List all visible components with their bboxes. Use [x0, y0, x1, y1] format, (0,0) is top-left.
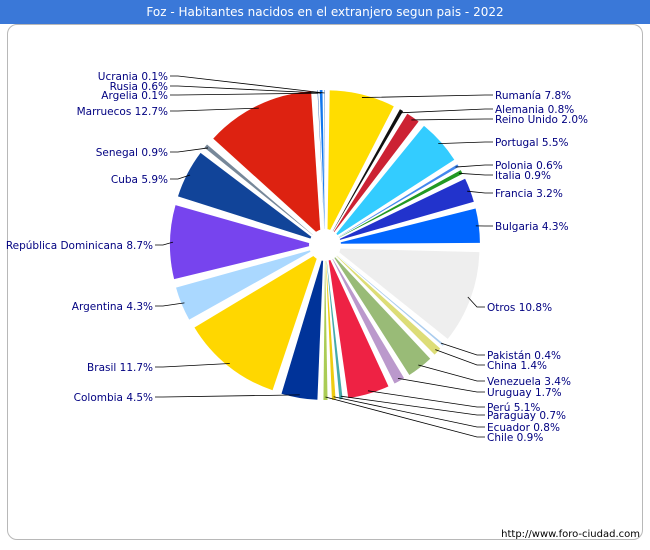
leader-line-china — [435, 349, 485, 366]
pie-slice-china — [332, 251, 441, 355]
pie-slice-senegal — [204, 144, 318, 239]
leader-line-argelia — [170, 92, 318, 96]
pie-slice-peru — [327, 254, 389, 399]
leader-line-argentina — [155, 302, 185, 307]
slice-label-argentina: Argentina 4.3% — [72, 301, 153, 313]
slice-label-republica-dominicana: República Dominicana 8.7% — [6, 240, 153, 252]
leader-line-peru — [367, 390, 485, 408]
slice-label-china: China 1.4% — [487, 360, 547, 372]
pie-slice-rumania — [327, 90, 394, 236]
slice-label-ecuador: Ecuador 0.8% — [487, 422, 560, 434]
slice-label-ucrania: Ucrania 0.1% — [98, 71, 168, 83]
pie-center — [309, 229, 341, 261]
pie-slice-portugal — [332, 125, 455, 239]
pie-slice-ucrania — [324, 90, 325, 236]
slice-label-reino-unido: Reino Unido 2.0% — [495, 114, 588, 126]
pie-slice-ecuador — [325, 254, 336, 400]
slice-label-argelia: Argelia 0.1% — [101, 90, 168, 102]
leader-line-chile — [325, 396, 485, 438]
leader-line-francia — [467, 190, 493, 194]
slice-label-italia: Italia 0.9% — [495, 170, 551, 182]
chart-title: Foz - Habitantes nacidos en el extranjer… — [0, 0, 650, 24]
slice-label-senegal: Senegal 0.9% — [96, 147, 168, 159]
slice-label-rumania: Rumanía 7.8% — [495, 90, 571, 102]
pie-slice-colombia — [281, 254, 324, 400]
leader-line-italia — [459, 172, 493, 176]
slice-label-paraguay: Paraguay 0.7% — [487, 410, 566, 422]
pie-slice-brasil — [194, 252, 319, 391]
slice-label-rusia: Rusia 0.6% — [110, 81, 168, 93]
pie-slice-alemania — [329, 109, 404, 237]
pie-slice-italia — [333, 170, 463, 241]
pie-slice-reino-unido — [330, 113, 419, 237]
slice-label-portugal: Portugal 5.5% — [495, 137, 569, 149]
leader-line-senegal — [170, 147, 209, 153]
pie-slice-argelia — [317, 90, 325, 236]
slice-label-peru: Perú 5.1% — [487, 402, 540, 414]
leader-line-portugal — [438, 141, 493, 145]
source-footer: http://www.foro-ciudad.com — [501, 529, 640, 540]
leader-line-paraguay — [340, 395, 485, 416]
slice-label-alemania: Alemania 0.8% — [495, 104, 574, 116]
pie-slice-bulgaria — [334, 208, 480, 244]
leader-line-uruguay — [397, 377, 485, 393]
leader-line-colombia — [155, 394, 300, 398]
pie-slice-paraguay — [326, 254, 343, 400]
pie-slice-cuba — [177, 152, 317, 241]
slice-label-pakistan: Pakistán 0.4% — [487, 350, 561, 362]
slice-label-brasil: Brasil 11.7% — [87, 362, 153, 374]
slice-label-chile: Chile 0.9% — [487, 432, 543, 444]
slice-label-colombia: Colombia 4.5% — [74, 392, 153, 404]
leader-line-marruecos — [170, 107, 259, 112]
leader-line-rusia — [170, 85, 322, 94]
leader-line-pakistan — [440, 342, 485, 356]
pie-slice-marruecos — [213, 91, 321, 236]
pie-slice-otros — [334, 248, 480, 339]
pie-slice-republica-dominicana — [170, 205, 316, 280]
leader-line-cuba — [170, 174, 191, 180]
leader-line-ucrania — [170, 75, 325, 94]
slice-label-cuba: Cuba 5.9% — [111, 174, 168, 186]
pie-slice-rusia — [319, 90, 325, 236]
slice-label-marruecos: Marruecos 12.7% — [77, 106, 168, 118]
pie-slice-venezuela — [331, 252, 431, 375]
slice-label-uruguay: Uruguay 1.7% — [487, 387, 562, 399]
pie-slice-argentina — [176, 248, 316, 320]
slice-label-bulgaria: Bulgaria 4.3% — [495, 221, 569, 233]
pie-slice-pakistan — [332, 251, 444, 346]
pie-slice-francia — [334, 178, 474, 242]
leader-line-polonia — [455, 164, 493, 168]
leader-line-republica-dominicana — [155, 241, 174, 246]
leader-line-venezuela — [418, 364, 485, 382]
leader-line-brasil — [155, 363, 230, 368]
leader-line-reino-unido — [411, 118, 493, 121]
leader-line-alemania — [400, 108, 493, 114]
slice-label-francia: Francia 3.2% — [495, 188, 563, 200]
slice-label-polonia: Polonia 0.6% — [495, 160, 563, 172]
leader-line-otros — [467, 296, 485, 308]
pie-slice-polonia — [333, 164, 459, 240]
leader-line-rumania — [361, 94, 493, 98]
leader-line-ecuador — [333, 396, 485, 428]
pie-slice-uruguay — [329, 253, 405, 384]
slice-label-venezuela: Venezuela 3.4% — [487, 376, 571, 388]
slice-label-otros: Otros 10.8% — [487, 302, 552, 314]
pie-slice-chile — [323, 254, 328, 400]
